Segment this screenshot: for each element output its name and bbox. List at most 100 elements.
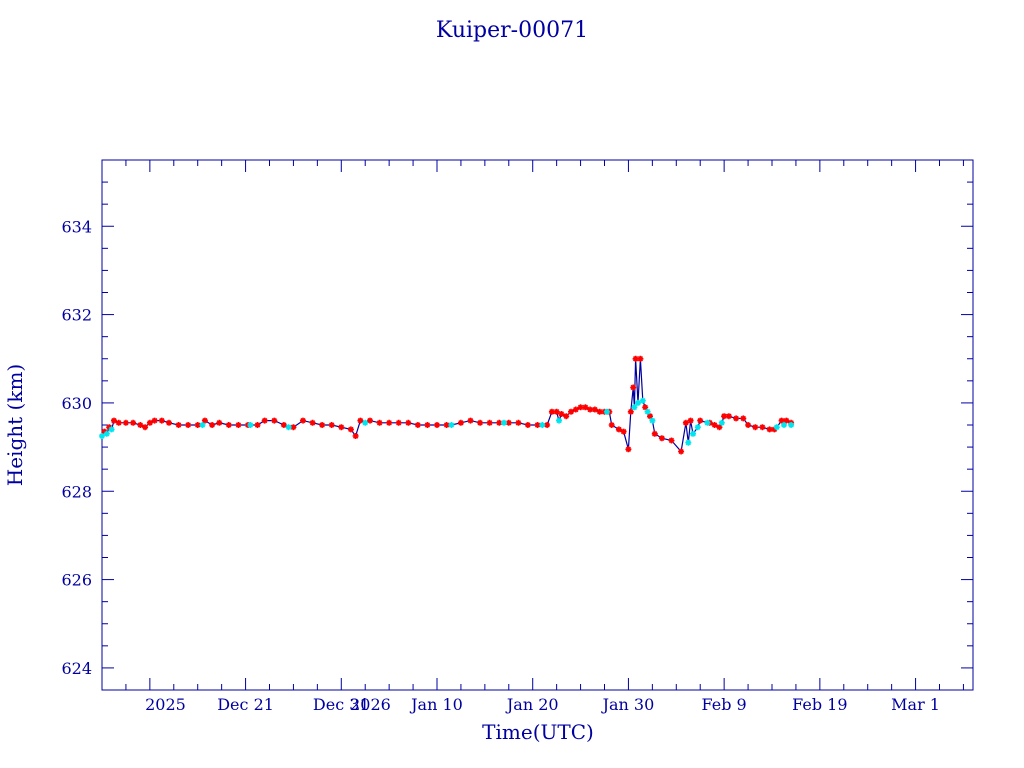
data-point-red — [280, 422, 287, 428]
data-point-red — [778, 417, 785, 424]
data-point-cyan — [718, 419, 725, 426]
data-point-red — [376, 419, 383, 426]
y-tick-label: 624 — [61, 659, 92, 678]
data-point-red — [201, 417, 208, 424]
data-point-red — [137, 422, 144, 428]
data-point-red — [515, 419, 522, 426]
data-point-red — [142, 424, 149, 431]
x-tick-label: 2026 — [350, 695, 391, 714]
data-point-red — [261, 417, 268, 424]
data-point-red — [608, 422, 615, 428]
data-point-red — [271, 417, 278, 424]
data-point-red — [658, 435, 665, 442]
x-tick-label: Jan 20 — [505, 695, 559, 714]
data-point-red — [625, 446, 632, 453]
data-point-red — [572, 406, 579, 413]
data-point-red — [122, 419, 129, 426]
data-point-red — [711, 422, 718, 428]
y-axis-title: Height (km) — [3, 364, 27, 486]
data-point-red — [615, 426, 622, 433]
data-point-red — [687, 417, 694, 424]
data-point-cyan — [685, 439, 692, 446]
x-tick-label: Jan 30 — [601, 695, 655, 714]
data-point-red — [290, 424, 297, 431]
data-point-cyan — [694, 424, 701, 431]
data-point-cyan — [285, 424, 292, 431]
data-point-red — [151, 417, 158, 424]
data-point-red — [568, 408, 574, 415]
data-point-red — [209, 422, 216, 428]
data-point-red — [678, 448, 685, 455]
data-point-red — [101, 428, 108, 435]
series-line — [101, 358, 792, 453]
data-point-cyan — [635, 399, 641, 406]
data-point-red — [457, 419, 464, 426]
data-point-red — [637, 355, 644, 362]
data-point-red — [647, 413, 653, 420]
data-point-red — [733, 415, 740, 422]
data-point-red — [338, 424, 345, 431]
series-points-group — [99, 355, 795, 455]
data-point-red — [591, 406, 598, 413]
data-point-cyan — [773, 424, 780, 431]
data-point-red — [716, 424, 723, 431]
data-point-red — [194, 422, 201, 428]
data-point-red — [115, 419, 122, 426]
data-point-red — [146, 419, 153, 426]
data-point-red — [553, 408, 560, 415]
data-point-cyan — [556, 417, 562, 424]
data-point-red — [158, 417, 165, 424]
data-point-cyan — [649, 417, 656, 424]
data-point-red — [721, 413, 728, 420]
y-tick-label: 626 — [61, 571, 92, 590]
x-tick-label: Feb 9 — [702, 695, 747, 714]
data-point-red — [166, 419, 172, 426]
data-point-red — [111, 417, 117, 424]
data-point-red — [752, 424, 759, 431]
data-point-cyan — [639, 397, 646, 404]
y-tick-label: 630 — [61, 394, 92, 413]
data-point-cyan — [539, 422, 546, 428]
data-point-red — [771, 426, 778, 433]
x-tick-label: Dec 21 — [217, 695, 274, 714]
data-point-red — [759, 424, 766, 431]
data-point-red — [587, 406, 594, 413]
x-tick-label: Jan 10 — [409, 695, 463, 714]
x-axis-title: Time(UTC) — [482, 720, 594, 744]
data-point-red — [175, 422, 182, 428]
data-point-red — [725, 413, 732, 420]
data-point-cyan — [448, 422, 455, 428]
data-point-cyan — [362, 419, 369, 426]
data-point-red — [216, 419, 223, 426]
y-tick-label: 634 — [61, 217, 92, 236]
data-point-red — [467, 417, 474, 424]
data-point-red — [309, 419, 316, 426]
data-point-red — [766, 426, 773, 433]
x-tick-label: Feb 19 — [792, 695, 847, 714]
data-point-red — [620, 428, 627, 435]
data-point-red — [642, 404, 649, 411]
data-point-cyan — [247, 422, 254, 428]
data-point-red — [357, 417, 364, 424]
series-line-group — [101, 358, 792, 453]
data-point-red — [424, 422, 431, 428]
data-point-red — [319, 422, 326, 428]
data-point-red — [395, 419, 402, 426]
x-tick-label: Mar 1 — [891, 695, 940, 714]
data-point-red — [496, 419, 503, 426]
x-tick-label: Dec 31 — [313, 695, 370, 714]
data-point-cyan — [99, 433, 105, 439]
data-point-red — [386, 419, 393, 426]
data-point-red — [627, 408, 634, 415]
y-tick-label: 628 — [61, 482, 92, 501]
data-point-red — [505, 419, 512, 426]
data-point-red — [524, 422, 531, 428]
data-point-cyan — [644, 408, 651, 415]
data-point-red — [740, 415, 747, 422]
data-point-red — [682, 419, 689, 426]
data-point-red — [347, 426, 354, 433]
data-point-red — [405, 419, 412, 426]
data-point-red — [434, 422, 440, 428]
